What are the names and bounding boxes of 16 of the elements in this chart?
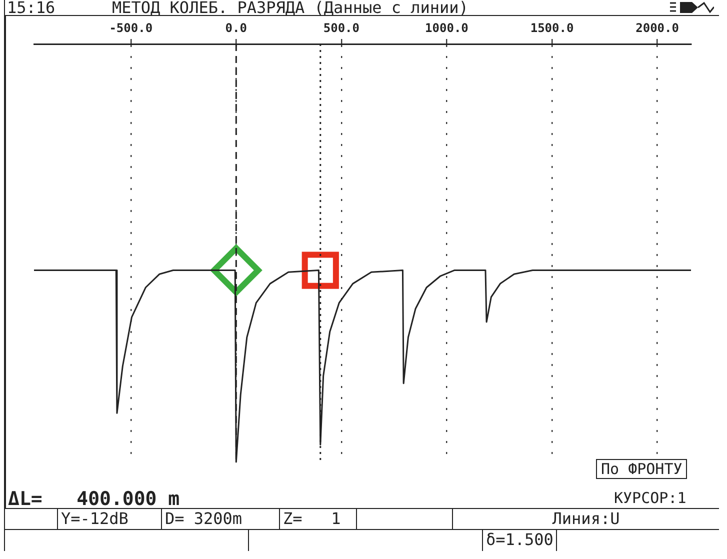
text: Z= 1 bbox=[280, 509, 357, 529]
text: ΔL= 400.000 m bbox=[8, 488, 180, 510]
chart-title: МЕТОД КОЛЕБ. РАЗРЯДА (Данные с линии) bbox=[112, 0, 468, 17]
text: КУРСОР:1 bbox=[614, 489, 686, 507]
annotation: По ФРОНТУ bbox=[596, 459, 688, 479]
text: Y=-12dB bbox=[58, 509, 162, 529]
x-tick-label: -500.0 bbox=[109, 20, 153, 35]
x-tick-label: 500.0 bbox=[323, 20, 360, 35]
x-tick-label: 1500.0 bbox=[530, 20, 574, 35]
x-tick-label: 1000.0 bbox=[425, 20, 468, 35]
text: D= 3200m bbox=[162, 509, 280, 529]
text: 15:16 bbox=[7, 0, 56, 17]
text: δ=1.500 bbox=[482, 530, 558, 551]
x-tick-label: 2000.0 bbox=[636, 20, 679, 35]
x-tick-label: 0.0 bbox=[225, 20, 247, 35]
text: Линия:U bbox=[551, 509, 621, 529]
